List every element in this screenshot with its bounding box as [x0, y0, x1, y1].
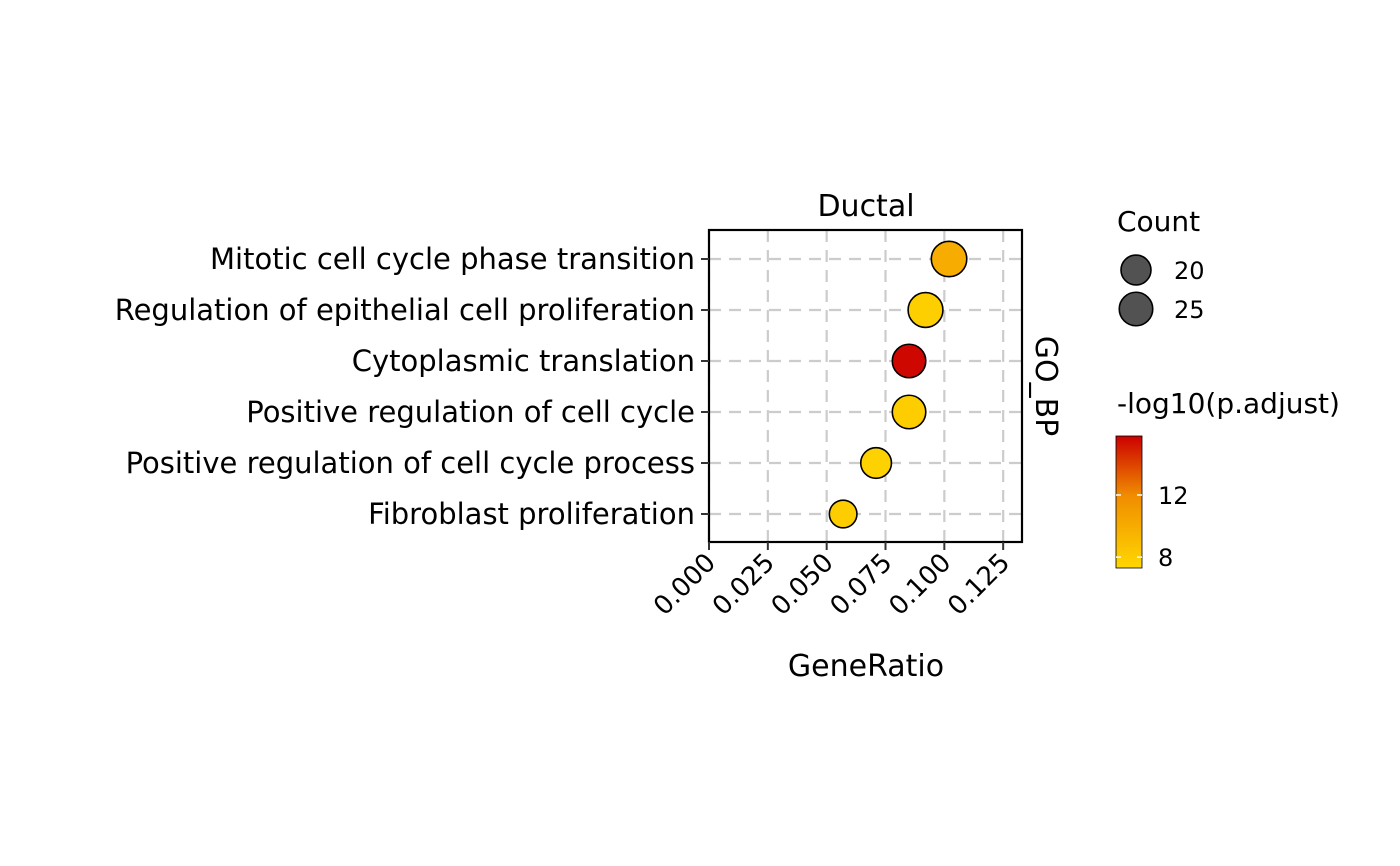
data-point — [828, 499, 858, 529]
category-label: Positive regulation of cell cycle — [246, 395, 695, 429]
facet-strip-label: Ductal — [817, 189, 914, 224]
size-legend-label: 20 — [1174, 257, 1205, 285]
colorbar-ticks: 12 8 — [1116, 482, 1189, 572]
point-layer — [828, 240, 968, 529]
category-label: Positive regulation of cell cycle proces… — [126, 446, 695, 480]
y-axis: Mitotic cell cycle phase transition Regul… — [115, 242, 709, 531]
category-label: Mitotic cell cycle phase transition — [210, 242, 695, 276]
panel-border — [707, 228, 1024, 544]
size-legend-key — [1120, 254, 1152, 286]
x-tick-label: 0.025 — [707, 548, 781, 622]
data-point — [907, 291, 944, 329]
x-tick-label: 0.100 — [883, 548, 957, 622]
x-tick-label: 0.000 — [648, 548, 722, 622]
facet-side-label: GO_BP — [1028, 336, 1063, 437]
data-point — [891, 343, 927, 379]
colorbar-tick-label: 12 — [1158, 482, 1189, 510]
colorbar — [1115, 435, 1143, 569]
color-legend: -log10(p.adjust) 12 8 — [1115, 387, 1340, 572]
category-label: Cytoplasmic translation — [352, 344, 695, 378]
data-point — [859, 446, 893, 480]
x-tick-label: 0.125 — [942, 548, 1016, 622]
size-legend-label: 25 — [1174, 296, 1205, 324]
x-tick-label: 0.075 — [825, 548, 899, 622]
color-legend-title: -log10(p.adjust) — [1117, 387, 1340, 420]
x-tick-label: 0.050 — [766, 548, 840, 622]
size-legend-title: Count — [1117, 205, 1200, 238]
x-axis-title: GeneRatio — [788, 649, 944, 684]
category-label: Regulation of epithelial cell proliferat… — [115, 293, 695, 327]
data-point — [930, 240, 968, 278]
colorbar-tick-label: 8 — [1158, 544, 1173, 572]
grid-layer — [707, 230, 1022, 542]
size-legend-key — [1118, 291, 1154, 327]
data-point — [891, 394, 927, 430]
category-label: Fibroblast proliferation — [368, 497, 695, 531]
